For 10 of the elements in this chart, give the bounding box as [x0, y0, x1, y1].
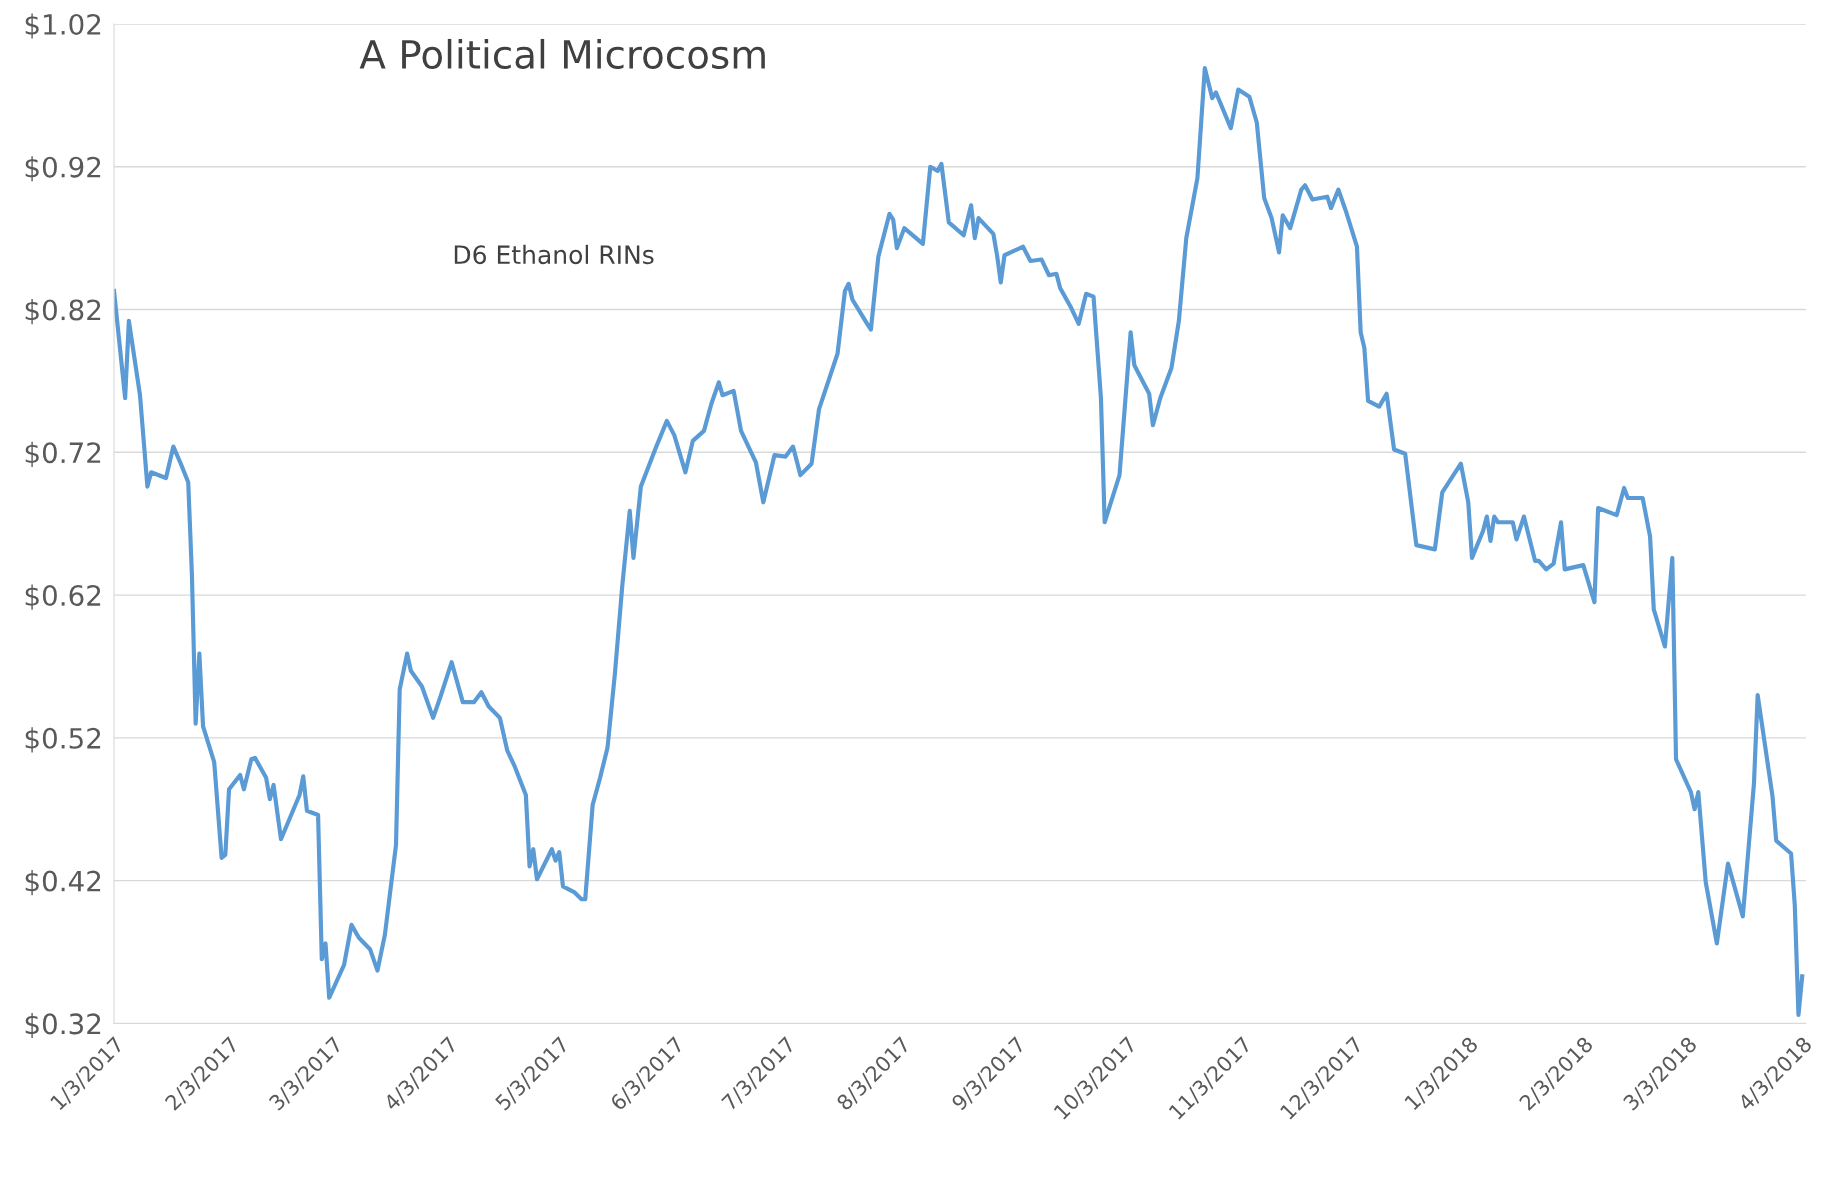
chart-title: A Political Microcosm: [359, 38, 765, 70]
y-tick-label: $0.82: [25, 298, 101, 325]
annotation: D6 Ethanol RINs: [454, 244, 654, 265]
y-tick-label: $0.32: [25, 1012, 101, 1039]
y-tick-label: $0.62: [25, 584, 101, 610]
y-tick-label: $0.52: [25, 727, 101, 753]
y-tick-label: $0.72: [25, 441, 101, 467]
y-tick-label: $0.92: [25, 156, 101, 182]
y-tick-label: $1.02: [25, 13, 101, 39]
y-tick-label: $0.42: [25, 870, 101, 896]
